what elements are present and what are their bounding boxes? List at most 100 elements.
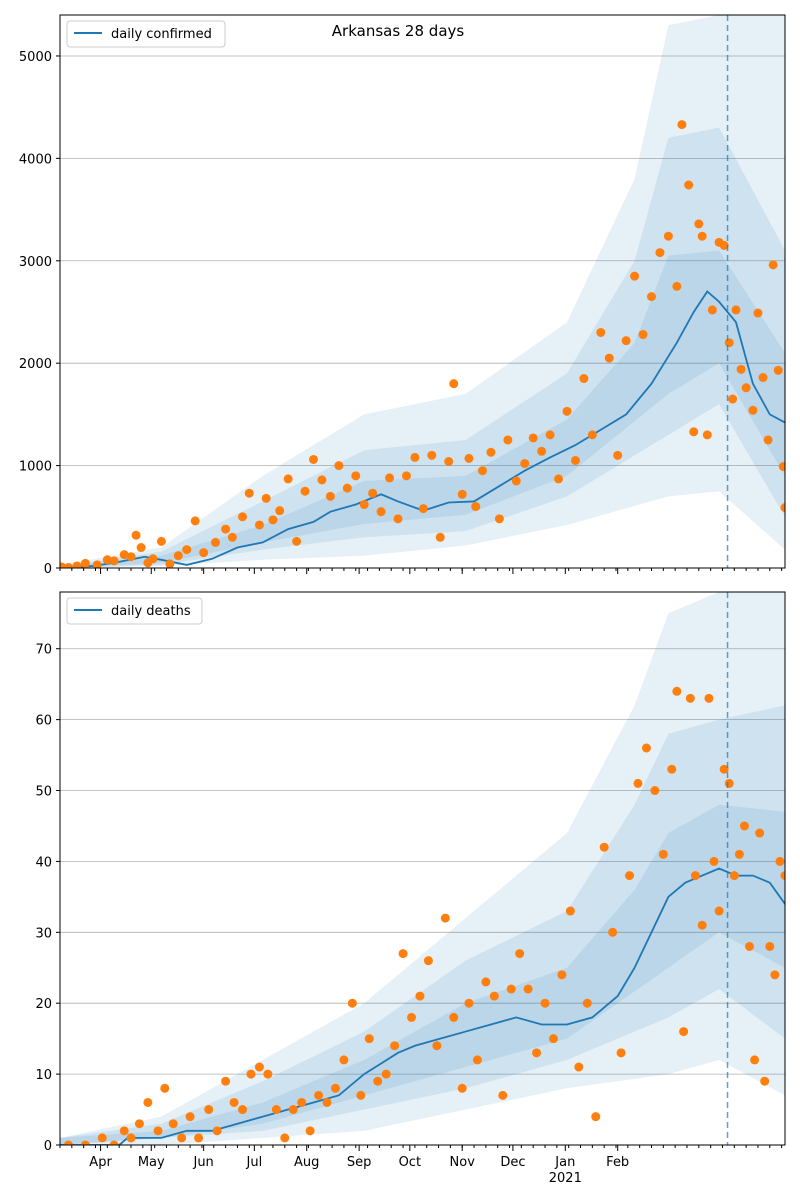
confirmed-scatter-point (156, 536, 166, 546)
deaths-scatter-point (160, 1083, 170, 1093)
deaths-scatter-point (574, 1062, 584, 1072)
confirmed-scatter-point (300, 486, 310, 496)
deaths-scatter-point (489, 991, 499, 1001)
deaths-scatter-point (373, 1076, 383, 1086)
confirmed-scatter-point (342, 483, 352, 493)
deaths-uncertainty-bands (60, 592, 785, 1145)
deaths-scatter-point (770, 970, 780, 980)
deaths-band-inner (60, 804, 785, 1145)
confirmed-scatter-point (528, 433, 538, 443)
deaths-scatter-point (126, 1133, 136, 1143)
deaths-y-tick-label: 20 (35, 997, 52, 1012)
deaths-y-axis: 0 10 20 30 40 50 60 70 (35, 643, 60, 1154)
deaths-scatter-point (724, 778, 734, 788)
confirmed-scatter-point (401, 471, 411, 481)
confirmed-scatter-point (663, 231, 673, 241)
confirmed-scatter-point (435, 532, 445, 542)
x-tick-label: Dec (500, 1155, 525, 1170)
confirmed-scatter-point (275, 506, 285, 516)
deaths-scatter-point (280, 1133, 290, 1143)
deaths-scatter-point (288, 1105, 298, 1115)
confirmed-scatter-point (148, 554, 158, 564)
deaths-scatter-point (238, 1105, 248, 1115)
deaths-scatter-point (780, 871, 785, 881)
deaths-scatter-point (565, 906, 575, 916)
confirmed-scatter-point (689, 427, 699, 437)
confirmed-scatter-point (190, 516, 200, 526)
confirmed-scatter-point (697, 231, 707, 241)
deaths-scatter-point (739, 821, 749, 831)
legend-box (66, 20, 226, 48)
deaths-scatter-point (80, 1140, 90, 1145)
confirmed-scatter-point (227, 532, 237, 542)
x-tick-label: May (138, 1155, 165, 1170)
confirmed-scatter-point (655, 248, 665, 258)
deaths-scatter-point (608, 927, 618, 937)
confirmed-scatter-point (511, 476, 521, 486)
deaths-scatter-point (153, 1126, 163, 1136)
deaths-scatter-point (690, 871, 700, 881)
deaths-scatter-point (432, 1041, 442, 1051)
confirmed-scatter-point (444, 456, 454, 466)
x-tick-label: Feb (606, 1155, 629, 1170)
confirmed-scatter-point (210, 537, 220, 547)
confirmed-scatter-point (672, 281, 682, 291)
confirmed-scatter-point (545, 430, 555, 440)
deaths-scatter-point (415, 991, 425, 1001)
confirmed-y-tick-label: 0 (44, 562, 52, 577)
confirmed-scatter-point (562, 406, 572, 416)
deaths-scatter-point (423, 956, 433, 966)
confirmed-scatter-point (334, 461, 344, 471)
deaths-scatter-point (658, 849, 668, 859)
confirmed-scatter-point (317, 475, 327, 485)
deaths-legend: daily deaths (66, 597, 203, 625)
confirmed-line-series (60, 290, 785, 568)
deaths-scatter-point (339, 1055, 349, 1065)
confirmed-scatter-point (587, 430, 597, 440)
confirmed-plot-frame (59, 14, 786, 569)
deaths-scatter-point (407, 1012, 417, 1022)
deaths-scatter-point (667, 764, 677, 774)
confirmed-panel: 0 1000 2000 3000 4000 5000 Arkansas 28 days d… (19, 14, 786, 577)
deaths-scatter-point (63, 1140, 73, 1145)
confirmed-band-mid (60, 127, 785, 568)
deaths-y-tick-label: 30 (35, 926, 52, 941)
deaths-scatter-point (697, 920, 707, 930)
deaths-scatter-point (481, 977, 491, 987)
confirmed-scatter-point (126, 552, 136, 562)
confirmed-scatter-point (325, 491, 335, 501)
confirmed-scatter-point (308, 454, 318, 464)
deaths-scatter-point (709, 856, 719, 866)
deaths-scatter-point (641, 743, 651, 753)
deaths-scatter-point (506, 984, 516, 994)
deaths-scatter-point (685, 693, 695, 703)
x-tick-year-label: 2021 (549, 1171, 582, 1186)
x-tick-label: Oct (399, 1155, 421, 1170)
deaths-scatter-point (625, 871, 635, 881)
confirmed-scatter-point (731, 305, 741, 315)
confirmed-scatter-point (570, 455, 580, 465)
deaths-scatter-point (212, 1126, 222, 1136)
deaths-scatter-point (109, 1140, 119, 1145)
legend-label-deaths: daily deaths (111, 604, 191, 619)
x-tick-label: Aug (294, 1155, 319, 1170)
deaths-plot-frame (59, 591, 786, 1146)
x-tick-label: Jan (554, 1155, 575, 1170)
confirmed-scatter-point (119, 550, 129, 560)
confirmed-scatter-point (457, 489, 467, 499)
confirmed-scatter-point (702, 430, 712, 440)
confirmed-scatter-point (131, 530, 141, 540)
deaths-scatter-point (515, 949, 525, 959)
deaths-scatter-point (760, 1076, 770, 1086)
confirmed-scatter-point (694, 219, 704, 229)
confirmed-scatter-point (80, 558, 90, 568)
confirmed-scatter-point (268, 515, 278, 525)
deaths-scatter-point (322, 1097, 332, 1107)
confirmed-scatter-point (728, 394, 738, 404)
deaths-scatter-point (679, 1027, 689, 1037)
x-tick-label: Apr (89, 1155, 112, 1170)
deaths-scatter-point (729, 871, 739, 881)
x-tick-label: Jul (246, 1155, 263, 1170)
confirmed-scatter-point (748, 405, 758, 415)
